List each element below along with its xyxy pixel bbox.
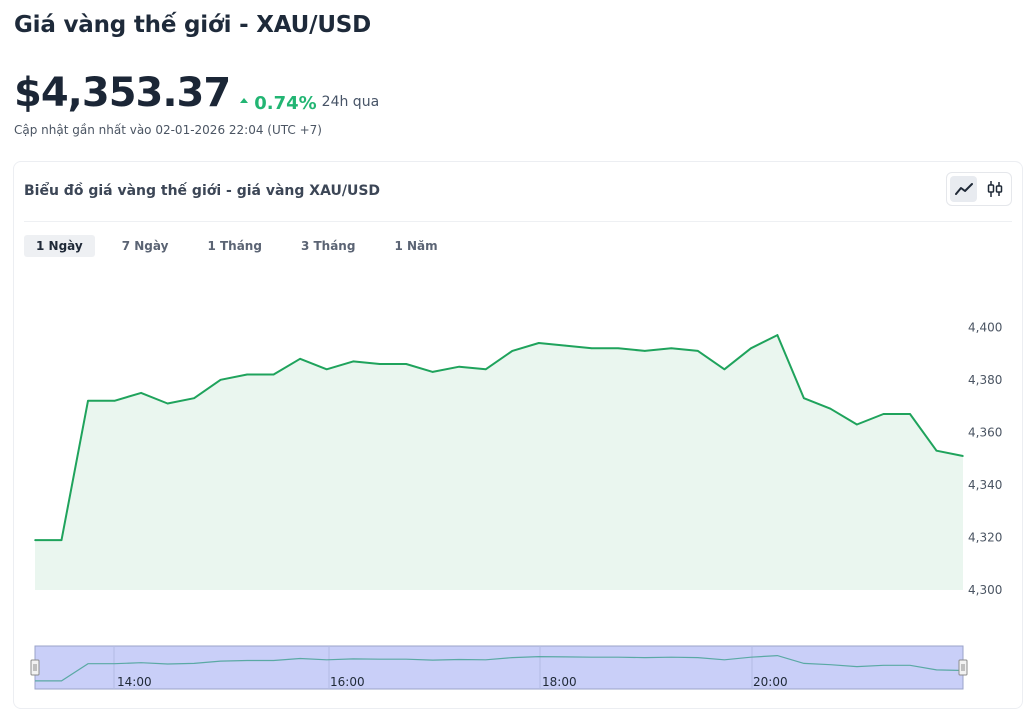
data-point	[166, 402, 169, 405]
data-point	[882, 413, 885, 415]
line-chart-icon	[954, 183, 973, 195]
range-tabs: 1 Ngày 7 Ngày 1 Tháng 3 Tháng 1 Năm	[24, 235, 465, 257]
data-point	[776, 334, 779, 336]
data-point	[299, 358, 301, 360]
data-point	[405, 363, 408, 365]
data-point	[246, 373, 248, 376]
chart-card: Biểu đồ giá vàng thế giới - giá vàng XAU…	[13, 161, 1023, 709]
data-point	[511, 350, 514, 352]
series-line	[35, 334, 964, 542]
data-point	[856, 423, 858, 426]
chart-card-title: Biểu đồ giá vàng thế giới - giá vàng XAU…	[24, 183, 381, 199]
y-tick-label: 4,300	[968, 583, 1002, 597]
data-point	[34, 539, 36, 541]
y-tick-label: 4,400	[968, 320, 1002, 334]
data-point	[193, 397, 195, 399]
tab-1-year[interactable]: 1 Năm	[394, 239, 438, 253]
candlestick-button[interactable]	[981, 176, 1008, 202]
data-point	[538, 342, 540, 344]
price-chart[interactable]: 4,300 4,320 4,340 4,360 4,380 4,400 14:00 16:00…	[14, 162, 1022, 708]
data-point	[750, 347, 752, 350]
navigator-left-handle[interactable]	[30, 659, 40, 676]
tab-3-months[interactable]: 3 Tháng	[300, 239, 356, 253]
data-point	[431, 371, 434, 373]
navigator-x-label: 14:00	[117, 675, 152, 689]
data-point	[484, 368, 487, 371]
price-change-percent: 0.74%	[254, 93, 317, 114]
last-updated: Cập nhật gần nhất vào 02-01-2026 22:04 (…	[14, 123, 322, 137]
line-chart-button[interactable]	[950, 176, 977, 202]
data-point	[670, 347, 673, 350]
navigator-x-label: 20:00	[753, 675, 788, 689]
data-point	[564, 344, 567, 347]
data-point	[935, 449, 938, 452]
navigator-series-line	[35, 654, 964, 682]
data-point	[325, 368, 328, 371]
data-point	[962, 455, 964, 457]
data-point	[723, 368, 726, 371]
data-point	[219, 379, 222, 381]
data-point	[87, 400, 89, 402]
current-price: $4,353.37	[14, 70, 231, 116]
data-point	[352, 360, 355, 363]
price-change: 0.74%	[240, 93, 317, 114]
navigator-x-label: 16:00	[330, 675, 365, 689]
page-title: Giá vàng thế giới - XAU/USD	[14, 12, 372, 38]
y-tick-label: 4,340	[968, 478, 1002, 492]
change-period: 24h qua	[321, 94, 380, 110]
data-point	[803, 397, 805, 399]
data-point	[617, 347, 620, 350]
chart-type-toggle	[946, 172, 1012, 206]
card-divider	[24, 221, 1012, 222]
data-point	[113, 400, 116, 402]
tab-7-days[interactable]: 7 Ngày	[121, 239, 169, 253]
data-point	[272, 373, 275, 376]
data-point	[697, 350, 699, 352]
tab-1-month[interactable]: 1 Tháng	[207, 239, 262, 253]
series-area	[35, 335, 963, 590]
data-point	[378, 363, 381, 365]
navigator-x-label: 18:00	[542, 675, 577, 689]
data-point	[140, 392, 142, 394]
y-tick-label: 4,320	[968, 531, 1002, 545]
navigator-window	[34, 645, 964, 690]
data-point	[829, 407, 832, 410]
y-tick-label: 4,380	[968, 373, 1002, 387]
candlestick-icon	[987, 181, 1002, 197]
data-point	[591, 347, 593, 350]
tab-1-day[interactable]: 1 Ngày	[24, 235, 95, 257]
data-point	[909, 413, 911, 415]
caret-up-icon	[240, 98, 249, 103]
y-tick-label: 4,360	[968, 425, 1002, 439]
price-row: $4,353.37 0.74% 24h qua	[14, 70, 379, 116]
navigator-right-handle[interactable]	[958, 659, 968, 676]
data-point	[60, 539, 63, 541]
data-point	[458, 365, 461, 368]
data-point	[644, 350, 646, 352]
